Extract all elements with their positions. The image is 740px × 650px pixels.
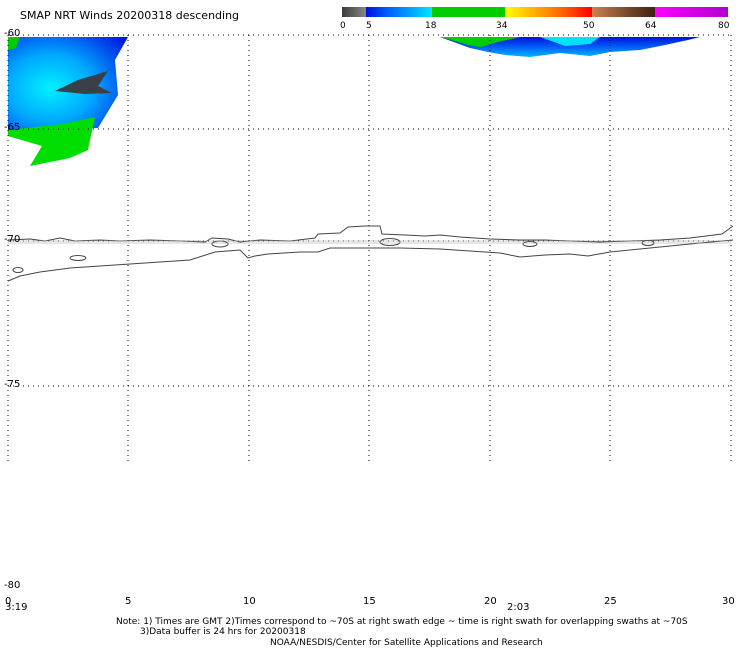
swath-time-label: 2:03 [507, 602, 530, 613]
ice-shelf-hatching [8, 240, 731, 244]
x-tick-label: 5 [125, 596, 132, 607]
low-wind-patch [55, 71, 112, 94]
y-tick-label: -60 [4, 28, 21, 39]
note-line-2: 3)Data buffer is 24 hrs for 20200318 [140, 627, 306, 637]
x-tick-label: 10 [243, 596, 256, 607]
wind-swath-left [8, 37, 128, 166]
x-tick-label: 0 [5, 596, 12, 607]
x-tick-label: 20 [484, 596, 497, 607]
x-tick-label: 15 [363, 596, 376, 607]
note-line-1: Note: 1) Times are GMT 2)Times correspon… [116, 617, 688, 627]
colorbar-label: 50 [583, 21, 595, 31]
colorbar-dark [342, 7, 366, 17]
note-line-3: NOAA/NESDIS/Center for Satellite Applica… [270, 638, 543, 648]
colorbar-magenta [655, 7, 728, 17]
coastline [7, 225, 734, 282]
y-tick-label: -80 [4, 580, 21, 591]
wind-swath-top [440, 37, 700, 57]
y-tick-label: -65 [4, 122, 21, 133]
swath-time-label: 3:19 [5, 602, 28, 613]
colorbar-brown [592, 7, 655, 17]
map-title: SMAP NRT Winds 20200318 descending [20, 9, 240, 22]
x-tick-label: 25 [604, 596, 617, 607]
colorbar-warm [505, 7, 592, 17]
colorbar-label: 64 [645, 21, 657, 31]
colorbar-label: 18 [425, 21, 437, 31]
colorbar-label: 0 [340, 21, 346, 31]
map-grid [7, 34, 732, 465]
colorbar-green [432, 7, 505, 17]
colorbar-label: 80 [718, 21, 730, 31]
colorbar-label: 34 [496, 21, 508, 31]
y-tick-label: -70 [4, 234, 21, 245]
y-tick-label: -75 [4, 379, 21, 390]
colorbar-label: 5 [366, 21, 372, 31]
x-tick-label: 30 [722, 596, 735, 607]
colorbar-blue [366, 7, 432, 17]
